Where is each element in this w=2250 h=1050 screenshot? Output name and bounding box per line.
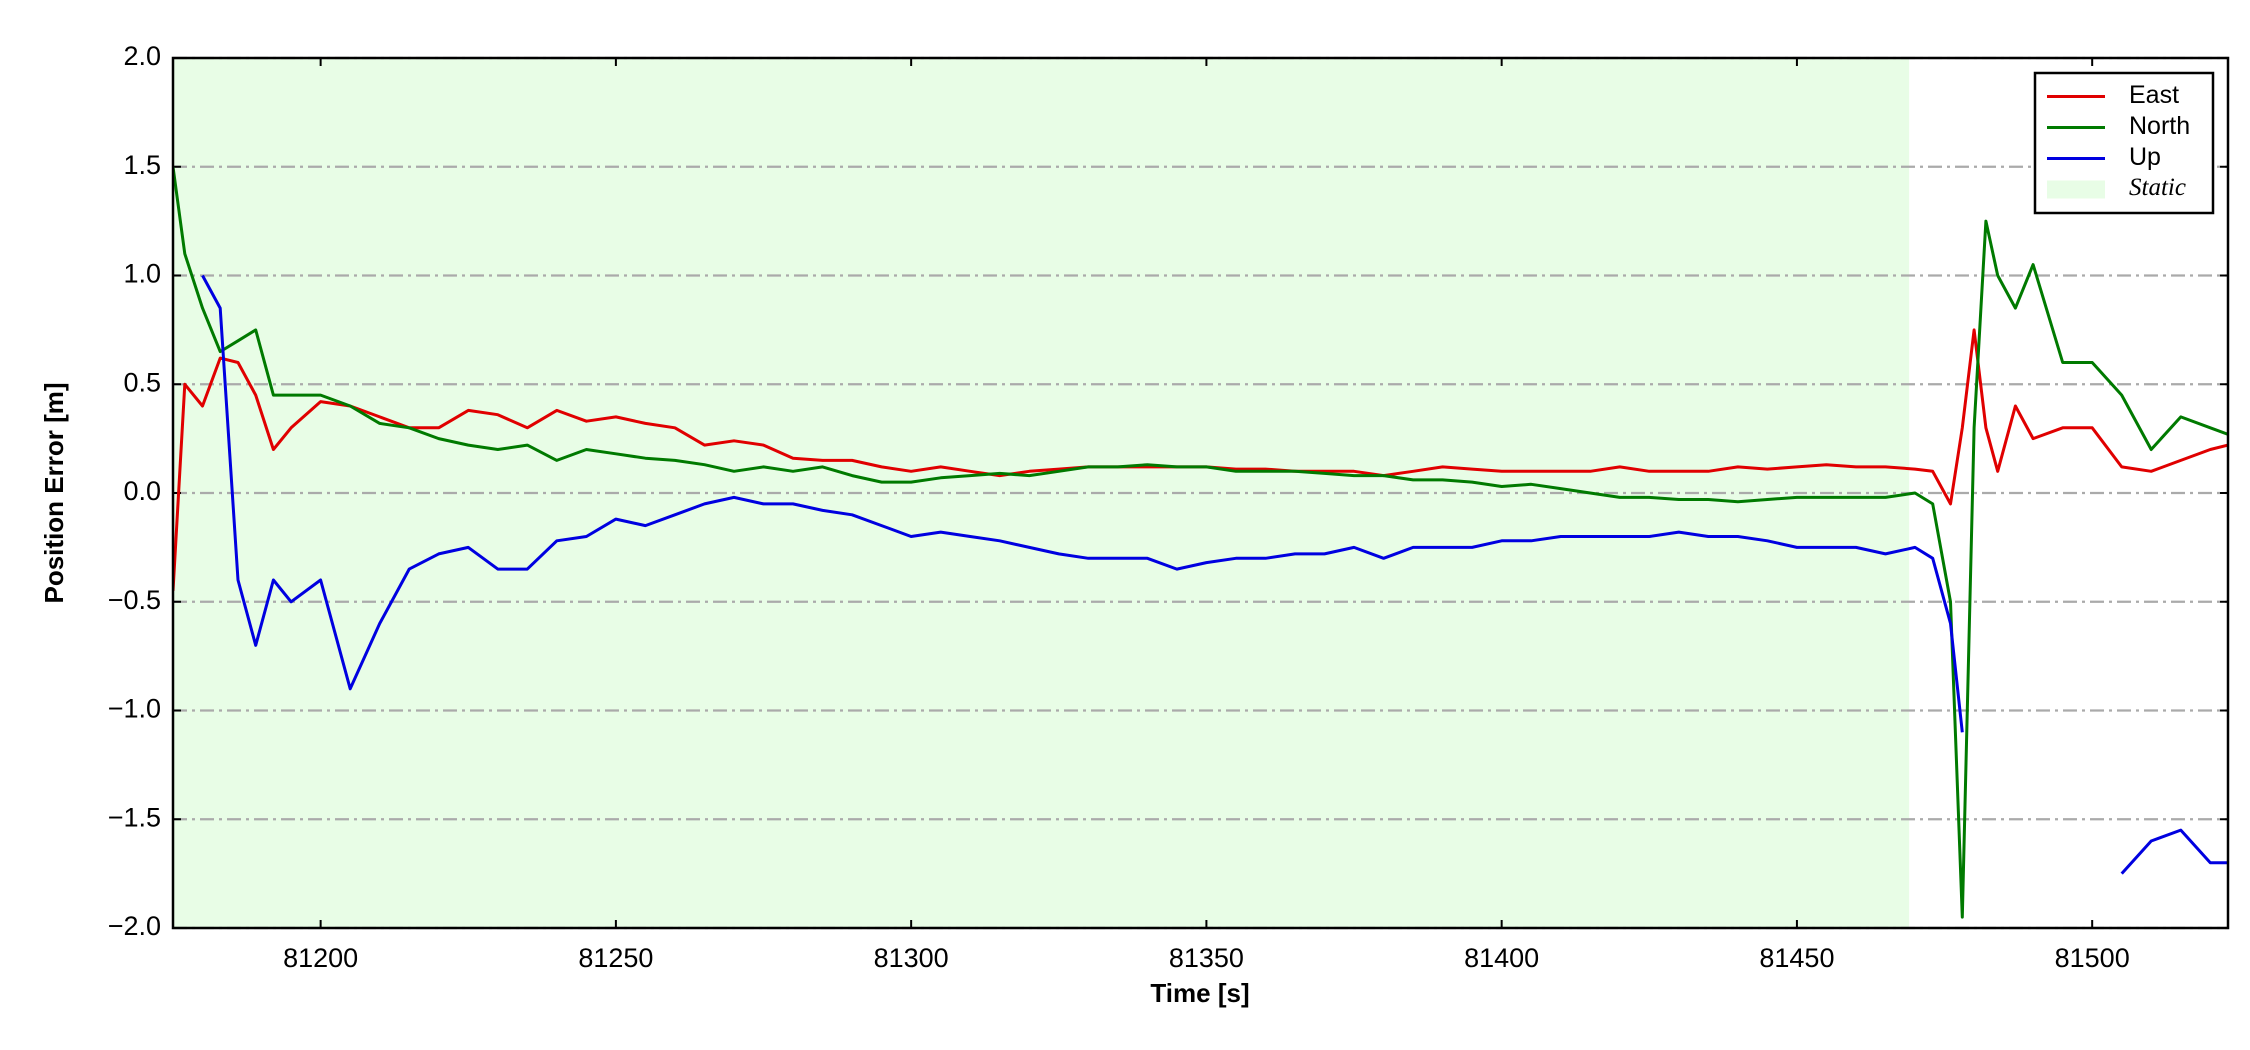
y-tick-label: −2.0	[108, 911, 161, 941]
y-tick-label: 0.5	[123, 367, 161, 397]
y-tick-label: 0.0	[123, 476, 161, 506]
x-tick-label: 81350	[1169, 943, 1244, 973]
y-tick-label: −1.0	[108, 694, 161, 724]
x-tick-label: 81250	[578, 943, 653, 973]
y-axis-label: Position Error [m]	[39, 382, 69, 603]
y-tick-label: −1.5	[108, 802, 161, 832]
legend-label: North	[2129, 112, 2190, 140]
x-axis-label: Time [s]	[1150, 978, 1249, 1008]
plot-area	[173, 166, 2228, 919]
y-tick-label: 2.0	[123, 41, 161, 71]
plot-frame	[171, 56, 2230, 930]
legend-label: Up	[2129, 143, 2161, 171]
y-tick-label: 1.0	[123, 259, 161, 289]
legend-swatch	[2047, 180, 2105, 199]
x-tick-label: 81500	[2055, 943, 2130, 973]
x-tick-label: 81450	[1759, 943, 1834, 973]
legend-label: East	[2129, 81, 2179, 109]
x-tick-label: 81200	[283, 943, 358, 973]
x-tick-label: 81300	[874, 943, 949, 973]
series-line	[201, 274, 2228, 875]
y-tick-label: 1.5	[123, 150, 161, 180]
y-tick-label: −0.5	[108, 585, 161, 615]
x-tick-label: 81400	[1464, 943, 1539, 973]
legend-label: Static	[2129, 174, 2186, 201]
